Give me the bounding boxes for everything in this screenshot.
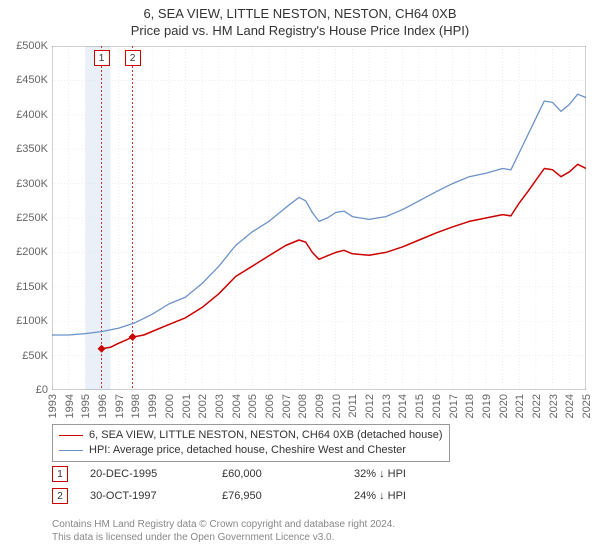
- credit-line-2: This data is licensed under the Open Gov…: [52, 531, 395, 544]
- sale-index-box: 1: [52, 466, 68, 482]
- sale-date: 20-DEC-1995: [90, 468, 200, 480]
- x-tick-label: 2007: [281, 394, 293, 418]
- sales-table: 1 20-DEC-1995 £60,000 32% ↓ HPI 2 30-OCT-1997…: [52, 466, 406, 510]
- credit-line-1: Contains HM Land Registry data © Crown c…: [52, 518, 395, 531]
- x-tick-label: 2013: [381, 394, 393, 418]
- y-tick-label: £450K: [16, 74, 48, 86]
- x-tick-label: 2002: [197, 394, 209, 418]
- x-tick-label: 2010: [331, 394, 343, 418]
- sale-marker-badge: 2: [125, 50, 141, 66]
- sale-date: 30-OCT-1997: [90, 490, 200, 502]
- x-tick-label: 2015: [414, 394, 426, 418]
- y-tick-label: £250K: [16, 212, 48, 224]
- x-tick-label: 2020: [498, 394, 510, 418]
- x-tick-label: 2018: [464, 394, 476, 418]
- sale-delta: 32% ↓ HPI: [354, 468, 406, 480]
- x-tick-label: 2003: [214, 394, 226, 418]
- x-tick-label: 1995: [80, 394, 92, 418]
- x-tick-label: 1998: [130, 394, 142, 418]
- legend-label: 6, SEA VIEW, LITTLE NESTON, NESTON, CH64…: [89, 428, 443, 443]
- legend-item: 6, SEA VIEW, LITTLE NESTON, NESTON, CH64…: [59, 428, 443, 443]
- subtitle: Price paid vs. HM Land Registry's House …: [0, 23, 600, 38]
- x-tick-label: 2016: [431, 394, 443, 418]
- x-tick-label: 1994: [64, 394, 76, 418]
- credit-text: Contains HM Land Registry data © Crown c…: [52, 518, 395, 544]
- x-tick-label: 1993: [47, 394, 59, 418]
- x-tick-label: 2014: [397, 394, 409, 418]
- x-tick-label: 2001: [181, 394, 193, 418]
- y-tick-label: £150K: [16, 281, 48, 293]
- y-tick-label: £400K: [16, 109, 48, 121]
- x-tick-label: 2008: [297, 394, 309, 418]
- x-tick-label: 1999: [147, 394, 159, 418]
- x-tick-label: 2012: [364, 394, 376, 418]
- x-tick-label: 2021: [514, 394, 526, 418]
- legend-swatch: [59, 435, 83, 436]
- sale-row: 1 20-DEC-1995 £60,000 32% ↓ HPI: [52, 466, 406, 482]
- sale-price: £76,950: [222, 490, 332, 502]
- x-tick-label: 2004: [231, 394, 243, 418]
- x-tick-label: 1996: [97, 394, 109, 418]
- x-tick-label: 2024: [564, 394, 576, 418]
- x-tick-label: 2025: [581, 394, 593, 418]
- y-tick-label: £300K: [16, 178, 48, 190]
- address-title: 6, SEA VIEW, LITTLE NESTON, NESTON, CH64…: [0, 6, 600, 21]
- sale-index-box: 2: [52, 488, 68, 504]
- y-tick-label: £200K: [16, 246, 48, 258]
- x-tick-label: 2022: [531, 394, 543, 418]
- x-tick-label: 2009: [314, 394, 326, 418]
- chart-container: 6, SEA VIEW, LITTLE NESTON, NESTON, CH64…: [0, 0, 600, 560]
- plot-svg: [52, 46, 586, 390]
- x-tick-label: 2011: [347, 394, 359, 418]
- sale-row: 2 30-OCT-1997 £76,950 24% ↓ HPI: [52, 488, 406, 504]
- x-tick-label: 2023: [548, 394, 560, 418]
- title-block: 6, SEA VIEW, LITTLE NESTON, NESTON, CH64…: [0, 0, 600, 38]
- legend-swatch: [59, 450, 83, 451]
- legend-item: HPI: Average price, detached house, Ches…: [59, 443, 443, 458]
- sale-price: £60,000: [222, 468, 332, 480]
- x-tick-label: 2017: [448, 394, 460, 418]
- sale-marker-badge: 1: [94, 50, 110, 66]
- x-tick-label: 2005: [247, 394, 259, 418]
- x-tick-label: 2006: [264, 394, 276, 418]
- legend-label: HPI: Average price, detached house, Ches…: [89, 443, 406, 458]
- x-tick-label: 2000: [164, 394, 176, 418]
- y-tick-label: £350K: [16, 143, 48, 155]
- y-tick-label: £100K: [16, 315, 48, 327]
- x-tick-label: 1997: [114, 394, 126, 418]
- x-tick-label: 2019: [481, 394, 493, 418]
- y-tick-label: £500K: [16, 40, 48, 52]
- plot-area: [52, 46, 586, 390]
- y-tick-label: £50K: [22, 350, 48, 362]
- sale-delta: 24% ↓ HPI: [354, 490, 406, 502]
- legend-box: 6, SEA VIEW, LITTLE NESTON, NESTON, CH64…: [52, 424, 450, 462]
